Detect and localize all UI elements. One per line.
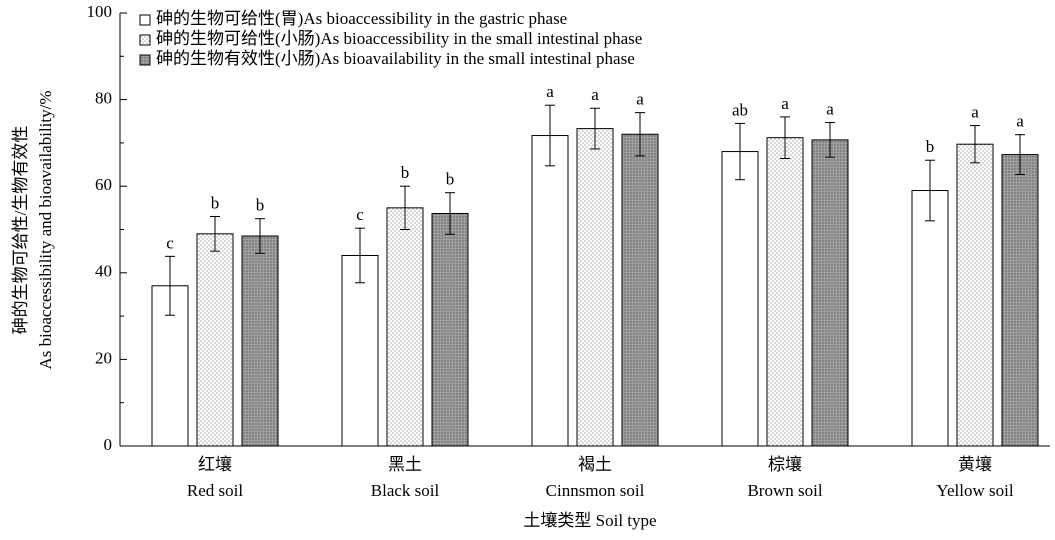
legend-swatch	[139, 54, 151, 66]
significance-label: a	[971, 102, 979, 121]
x-tick-label: 褐土	[578, 455, 612, 474]
bar	[956, 143, 994, 447]
significance-label: b	[926, 137, 935, 156]
bar	[341, 254, 379, 447]
x-tick-label: 红壤	[198, 454, 232, 474]
significance-label: a	[826, 99, 834, 118]
significance-label: a	[546, 82, 554, 101]
x-tick-label: Cinnsmon soil	[546, 481, 645, 500]
significance-label: a	[591, 85, 599, 104]
y-tick-label: 20	[95, 348, 112, 367]
x-tick-label: Red soil	[187, 481, 243, 500]
bar	[1001, 154, 1039, 447]
x-tick-label: Brown soil	[747, 481, 822, 500]
significance-label: b	[211, 193, 220, 212]
significance-label: a	[1016, 112, 1024, 131]
bar	[531, 135, 569, 447]
significance-label: a	[781, 94, 789, 113]
bar	[431, 212, 469, 447]
x-tick-label: 黄壤	[958, 454, 992, 474]
x-tick-label: Black soil	[371, 481, 440, 500]
bar	[576, 128, 614, 447]
y-tick-label: 60	[95, 175, 112, 194]
legend-label: 砷的生物有效性(小肠)As bioavailability in the sma…	[156, 49, 635, 68]
x-tick-label: 棕壤	[768, 454, 802, 474]
y-tick-label: 80	[95, 89, 112, 108]
y-axis-label: As bioaccessibility and bioavailability/…	[36, 90, 55, 369]
legend-swatch	[139, 34, 151, 46]
bar	[196, 233, 234, 447]
significance-label: a	[636, 89, 644, 108]
legend-label: 砷的生物可给性(胃)As bioaccessibility in the gas…	[156, 9, 567, 28]
x-axis-label: 土壤类型 Soil type	[523, 510, 656, 530]
x-tick-label: Yellow soil	[936, 481, 1013, 500]
legend-label: 砷的生物可给性(小肠)As bioaccessibility in the sm…	[156, 29, 642, 48]
bar	[721, 151, 759, 447]
y-axis-label: 砷的生物可给性/生物有效性	[11, 126, 30, 335]
significance-label: c	[166, 233, 174, 252]
significance-label: c	[356, 205, 364, 224]
bar	[766, 137, 804, 447]
significance-label: b	[256, 196, 265, 215]
significance-label: b	[401, 163, 410, 182]
y-tick-label: 0	[104, 435, 113, 454]
legend-swatch	[139, 14, 151, 26]
bar	[386, 207, 424, 447]
significance-label: ab	[732, 100, 748, 119]
y-tick-label: 100	[87, 2, 113, 21]
x-tick-label: 黑土	[388, 455, 422, 474]
significance-label: b	[446, 170, 455, 189]
bar	[811, 139, 849, 447]
bar	[241, 235, 279, 447]
bar	[911, 190, 949, 447]
y-tick-label: 40	[95, 262, 112, 281]
bar	[621, 133, 659, 447]
